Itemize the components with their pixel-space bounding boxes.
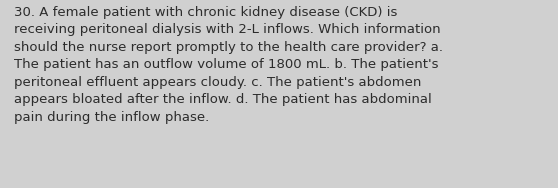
Text: 30. A female patient with chronic kidney disease (CKD) is
receiving peritoneal d: 30. A female patient with chronic kidney… bbox=[14, 6, 443, 124]
